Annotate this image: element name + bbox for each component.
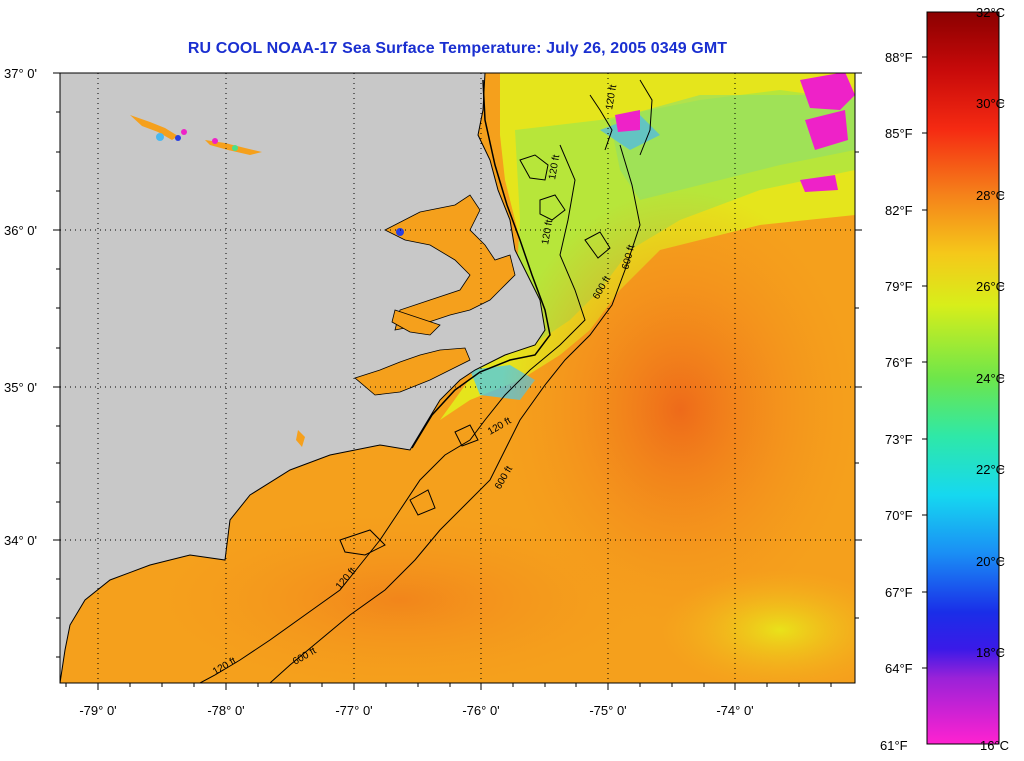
lat-label-34: 34° 0'	[4, 533, 37, 548]
cb-c-32: 32°C	[976, 5, 1005, 20]
cb-c-16: 16°C	[980, 738, 1009, 753]
cb-f-88: 88°F	[885, 50, 913, 65]
cool-water-nearshore	[610, 95, 855, 200]
lon-label-76: -76° 0'	[462, 703, 499, 718]
pamlico-sound	[384, 194, 516, 331]
lat-lon-grid	[60, 73, 855, 683]
axis-ticks	[53, 72, 862, 690]
cb-f-82: 82°F	[885, 203, 913, 218]
neuse-river	[354, 347, 471, 396]
lat-label-35: 35° 0'	[4, 380, 37, 395]
map-title: RU COOL NOAA-17 Sea Surface Temperature:…	[187, 40, 728, 57]
cb-c-22: 22°C	[976, 462, 1005, 477]
cb-f-85: 85°F	[885, 126, 913, 141]
lon-label-79: -79° 0'	[79, 703, 116, 718]
cb-c-30: 30°C	[976, 96, 1005, 111]
svg-text:120 ft: 120 ft	[547, 154, 562, 181]
lat-label-36: 36° 0'	[4, 223, 37, 238]
cb-f-73: 73°F	[885, 432, 913, 447]
cb-f-79: 79°F	[885, 279, 913, 294]
lon-label-78: -78° 0'	[207, 703, 244, 718]
cold-eddy	[800, 73, 855, 110]
outer-banks	[411, 79, 551, 449]
cb-f-61: 61°F	[880, 738, 908, 753]
sst-map: 120 ft 600 ft 120 ft 600 ft 120 ft 120 f…	[4, 66, 862, 718]
river-small	[391, 309, 441, 336]
cb-f-64: 64°F	[885, 661, 913, 676]
colorbar-gradient	[926, 11, 1000, 745]
map-frame	[59, 72, 856, 684]
svg-text:120 ft: 120 ft	[540, 219, 555, 246]
cb-c-28: 28°C	[976, 188, 1005, 203]
cb-c-24: 24°C	[976, 371, 1005, 386]
cb-f-67: 67°F	[885, 585, 913, 600]
bathymetry-contours	[199, 79, 653, 683]
lat-label-37: 37° 0'	[4, 66, 37, 81]
cold-eddy-4	[615, 110, 640, 132]
cb-c-18: 18°C	[976, 645, 1005, 660]
cb-f-70: 70°F	[885, 508, 913, 523]
cb-c-26: 26°C	[976, 279, 1005, 294]
lon-label-74: -74° 0'	[716, 703, 753, 718]
lon-label-77: -77° 0'	[335, 703, 372, 718]
cold-eddy-2	[805, 110, 848, 150]
cb-f-76: 76°F	[885, 355, 913, 370]
inland-lakes	[130, 115, 404, 447]
lon-label-75: -75° 0'	[589, 703, 626, 718]
cold-eddy-3	[800, 175, 838, 192]
cb-c-20: 20°C	[976, 554, 1005, 569]
